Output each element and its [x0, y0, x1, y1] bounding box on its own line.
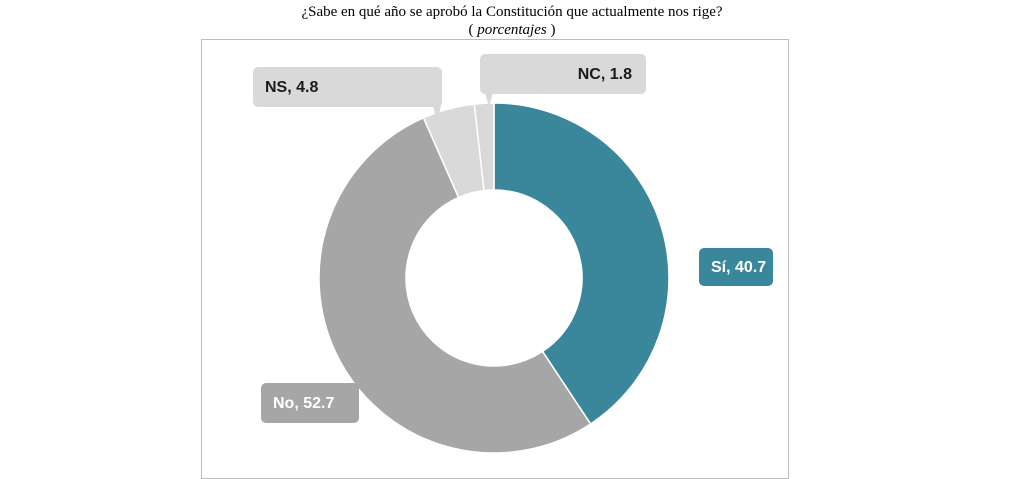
- subtitle-close-paren: ): [546, 22, 556, 38]
- donut-chart: Sí, 40.7 No, 52.7 NS, 4.8 NC, 1.8: [253, 54, 773, 454]
- data-label-nc: NC, 1.8: [480, 54, 646, 104]
- label-box: [699, 248, 773, 286]
- chart-subtitle: ( porcentajes ): [0, 21, 1024, 39]
- data-label-ns: NS, 4.8: [253, 67, 442, 120]
- slice-s: [493, 102, 670, 426]
- slice-no: [318, 116, 592, 454]
- label-leader: [485, 92, 493, 104]
- donut-slices: [318, 102, 670, 454]
- slice-nc: [473, 102, 495, 192]
- label-text: No, 52.7: [273, 395, 334, 412]
- label-box: [261, 383, 359, 423]
- subtitle-open-paren: (: [468, 22, 478, 38]
- data-label-no: No, 52.7: [261, 383, 359, 423]
- label-text: NC, 1.8: [578, 66, 632, 83]
- donut-labels: Sí, 40.7 No, 52.7 NS, 4.8 NC, 1.8: [253, 54, 773, 423]
- label-leader: [433, 105, 441, 120]
- label-text: Sí, 40.7: [711, 259, 766, 276]
- data-label-s: Sí, 40.7: [699, 248, 773, 286]
- label-text: NS, 4.8: [265, 79, 318, 96]
- label-box: [253, 67, 442, 107]
- chart-title: ¿Sabe en qué año se aprobó la Constituci…: [301, 4, 723, 20]
- subtitle-italic: porcentajes: [477, 22, 547, 38]
- label-box: [480, 54, 646, 94]
